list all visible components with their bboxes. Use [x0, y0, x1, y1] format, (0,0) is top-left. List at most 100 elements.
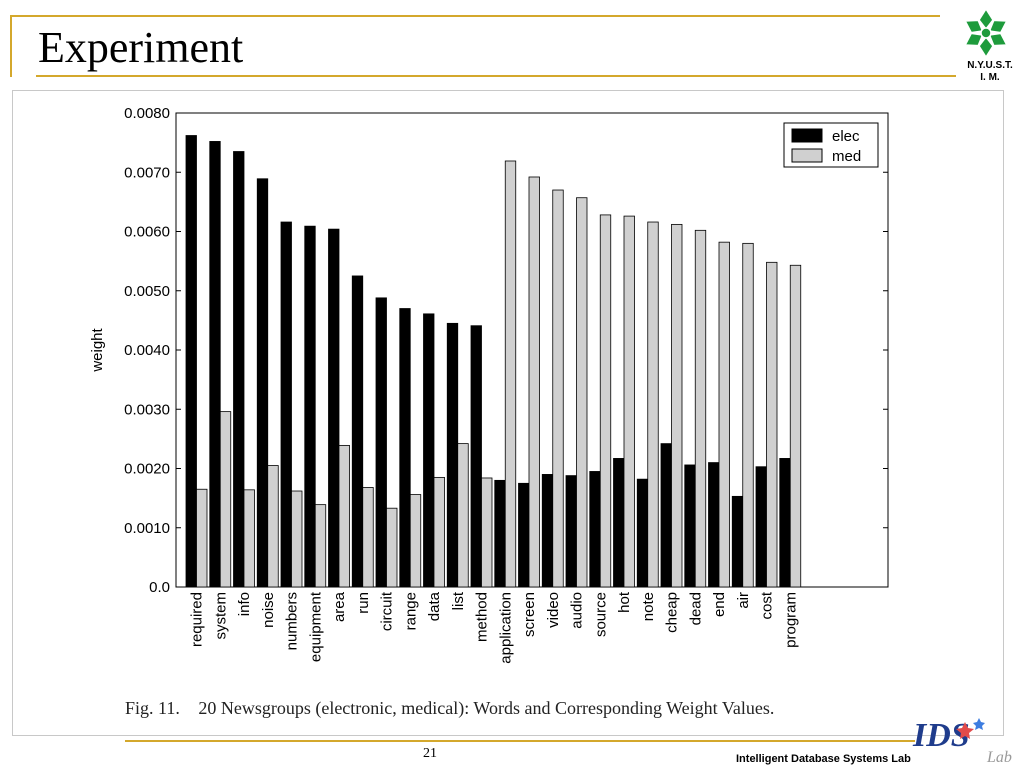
title-rule: [36, 75, 956, 77]
bar-med: [481, 477, 493, 588]
x-tick-label: info: [236, 592, 253, 616]
top-rule: [12, 15, 940, 17]
bar-elec: [565, 475, 577, 588]
bar-elec: [280, 221, 292, 588]
bar-elec: [541, 474, 554, 588]
x-tick-label: run: [355, 592, 372, 614]
y-tick-label: 0.0070: [124, 164, 170, 181]
x-tick-label: application: [497, 592, 514, 664]
y-tick-label: 0.0040: [124, 342, 170, 359]
legend-label: med: [832, 148, 861, 165]
bar-elec: [470, 325, 482, 588]
x-tick-label: circuit: [379, 591, 396, 631]
bar-elec: [779, 458, 791, 588]
x-tick-label: audio: [569, 592, 586, 629]
legend-label: elec: [832, 128, 860, 145]
lab-name: Intelligent Database Systems Lab: [736, 753, 911, 765]
bar-elec: [518, 482, 530, 588]
bar-elec: [731, 495, 744, 588]
bar-med: [219, 411, 232, 588]
bar-elec: [708, 462, 720, 588]
y-tick-label: 0.0060: [124, 224, 170, 241]
bar-med: [718, 241, 730, 588]
x-tick-label: area: [331, 591, 348, 622]
legend-swatch: [791, 148, 823, 163]
bar-elec: [684, 464, 696, 588]
x-tick-label: numbers: [284, 592, 301, 650]
bar-med: [552, 189, 564, 588]
bar-med: [766, 261, 778, 588]
bar-med: [576, 197, 588, 588]
bar-elec: [185, 135, 197, 588]
ids-logo-letters: IDS: [912, 717, 970, 754]
x-tick-label: dead: [687, 592, 704, 625]
x-tick-label: cheap: [664, 592, 681, 633]
y-tick-label: 0.0010: [124, 520, 170, 537]
y-tick-label: 0.0020: [124, 461, 170, 478]
bar-med: [362, 487, 374, 588]
x-tick-label: hot: [616, 591, 633, 613]
bar-med: [457, 443, 469, 588]
x-tick-label: required: [189, 592, 206, 647]
legend-swatch: [791, 128, 823, 143]
bar-elec: [589, 471, 601, 588]
bar-med: [243, 489, 255, 588]
y-axis-label: weight: [89, 327, 106, 372]
figure-caption-text: 20 Newsgroups (electronic, medical): Wor…: [198, 698, 775, 718]
bar-med: [314, 504, 327, 588]
x-tick-label: cost: [759, 591, 776, 619]
x-tick-label: data: [426, 591, 443, 621]
x-tick-label: list: [450, 591, 467, 610]
x-tick-label: system: [212, 592, 229, 640]
x-tick-label: note: [640, 592, 657, 621]
ids-logo-subtitle: Lab: [986, 749, 1012, 766]
bar-elec: [755, 466, 767, 588]
bar-elec: [209, 141, 221, 588]
x-tick-label: video: [545, 592, 562, 628]
y-tick-label: 0.0030: [124, 401, 170, 418]
bar-elec: [636, 478, 649, 588]
logo-caption: N.Y.U.S.T. I. M.: [955, 60, 1024, 84]
bar-elec: [256, 178, 269, 588]
bar-elec: [423, 313, 435, 588]
bar-med: [671, 223, 683, 588]
x-tick-label: source: [592, 592, 609, 637]
bar-med: [386, 507, 398, 588]
x-tick-label: noise: [260, 592, 277, 628]
nyust-flower-logo-icon: [960, 7, 1012, 58]
bar-med: [291, 490, 303, 588]
bar-med: [623, 215, 635, 588]
logo-caption-line2: I. M.: [980, 72, 1000, 83]
bar-med: [694, 229, 707, 588]
figure-caption: Fig. 11. 20 Newsgroups (electronic, medi…: [125, 698, 774, 719]
x-tick-label: screen: [521, 592, 538, 637]
page-number: 21: [423, 746, 437, 761]
bar-med: [599, 214, 612, 588]
bar-med: [409, 494, 422, 588]
accent-bar: [10, 15, 12, 77]
bar-med: [267, 465, 279, 588]
x-tick-label: program: [782, 592, 799, 648]
logo-caption-line1: N.Y.U.S.T.: [967, 60, 1013, 71]
bar-elec: [660, 443, 672, 588]
bar-elec: [613, 458, 625, 588]
bar-med: [196, 488, 208, 588]
bar-elec: [328, 228, 340, 588]
slide-title: Experiment: [38, 23, 244, 72]
bar-med: [789, 264, 802, 588]
bar-med: [338, 444, 350, 588]
x-tick-label: air: [735, 592, 752, 609]
figure-caption-label: Fig. 11.: [125, 698, 180, 718]
x-tick-label: end: [711, 592, 728, 617]
bar-med: [742, 242, 754, 588]
bar-elec: [399, 308, 411, 588]
bar-elec: [233, 151, 245, 588]
bar-elec: [446, 322, 459, 588]
bar-elec: [351, 275, 364, 588]
x-tick-label: equipment: [307, 591, 324, 662]
bar-med: [433, 476, 445, 588]
y-tick-label: 0.0080: [124, 105, 170, 122]
footer-rule: [125, 740, 915, 742]
